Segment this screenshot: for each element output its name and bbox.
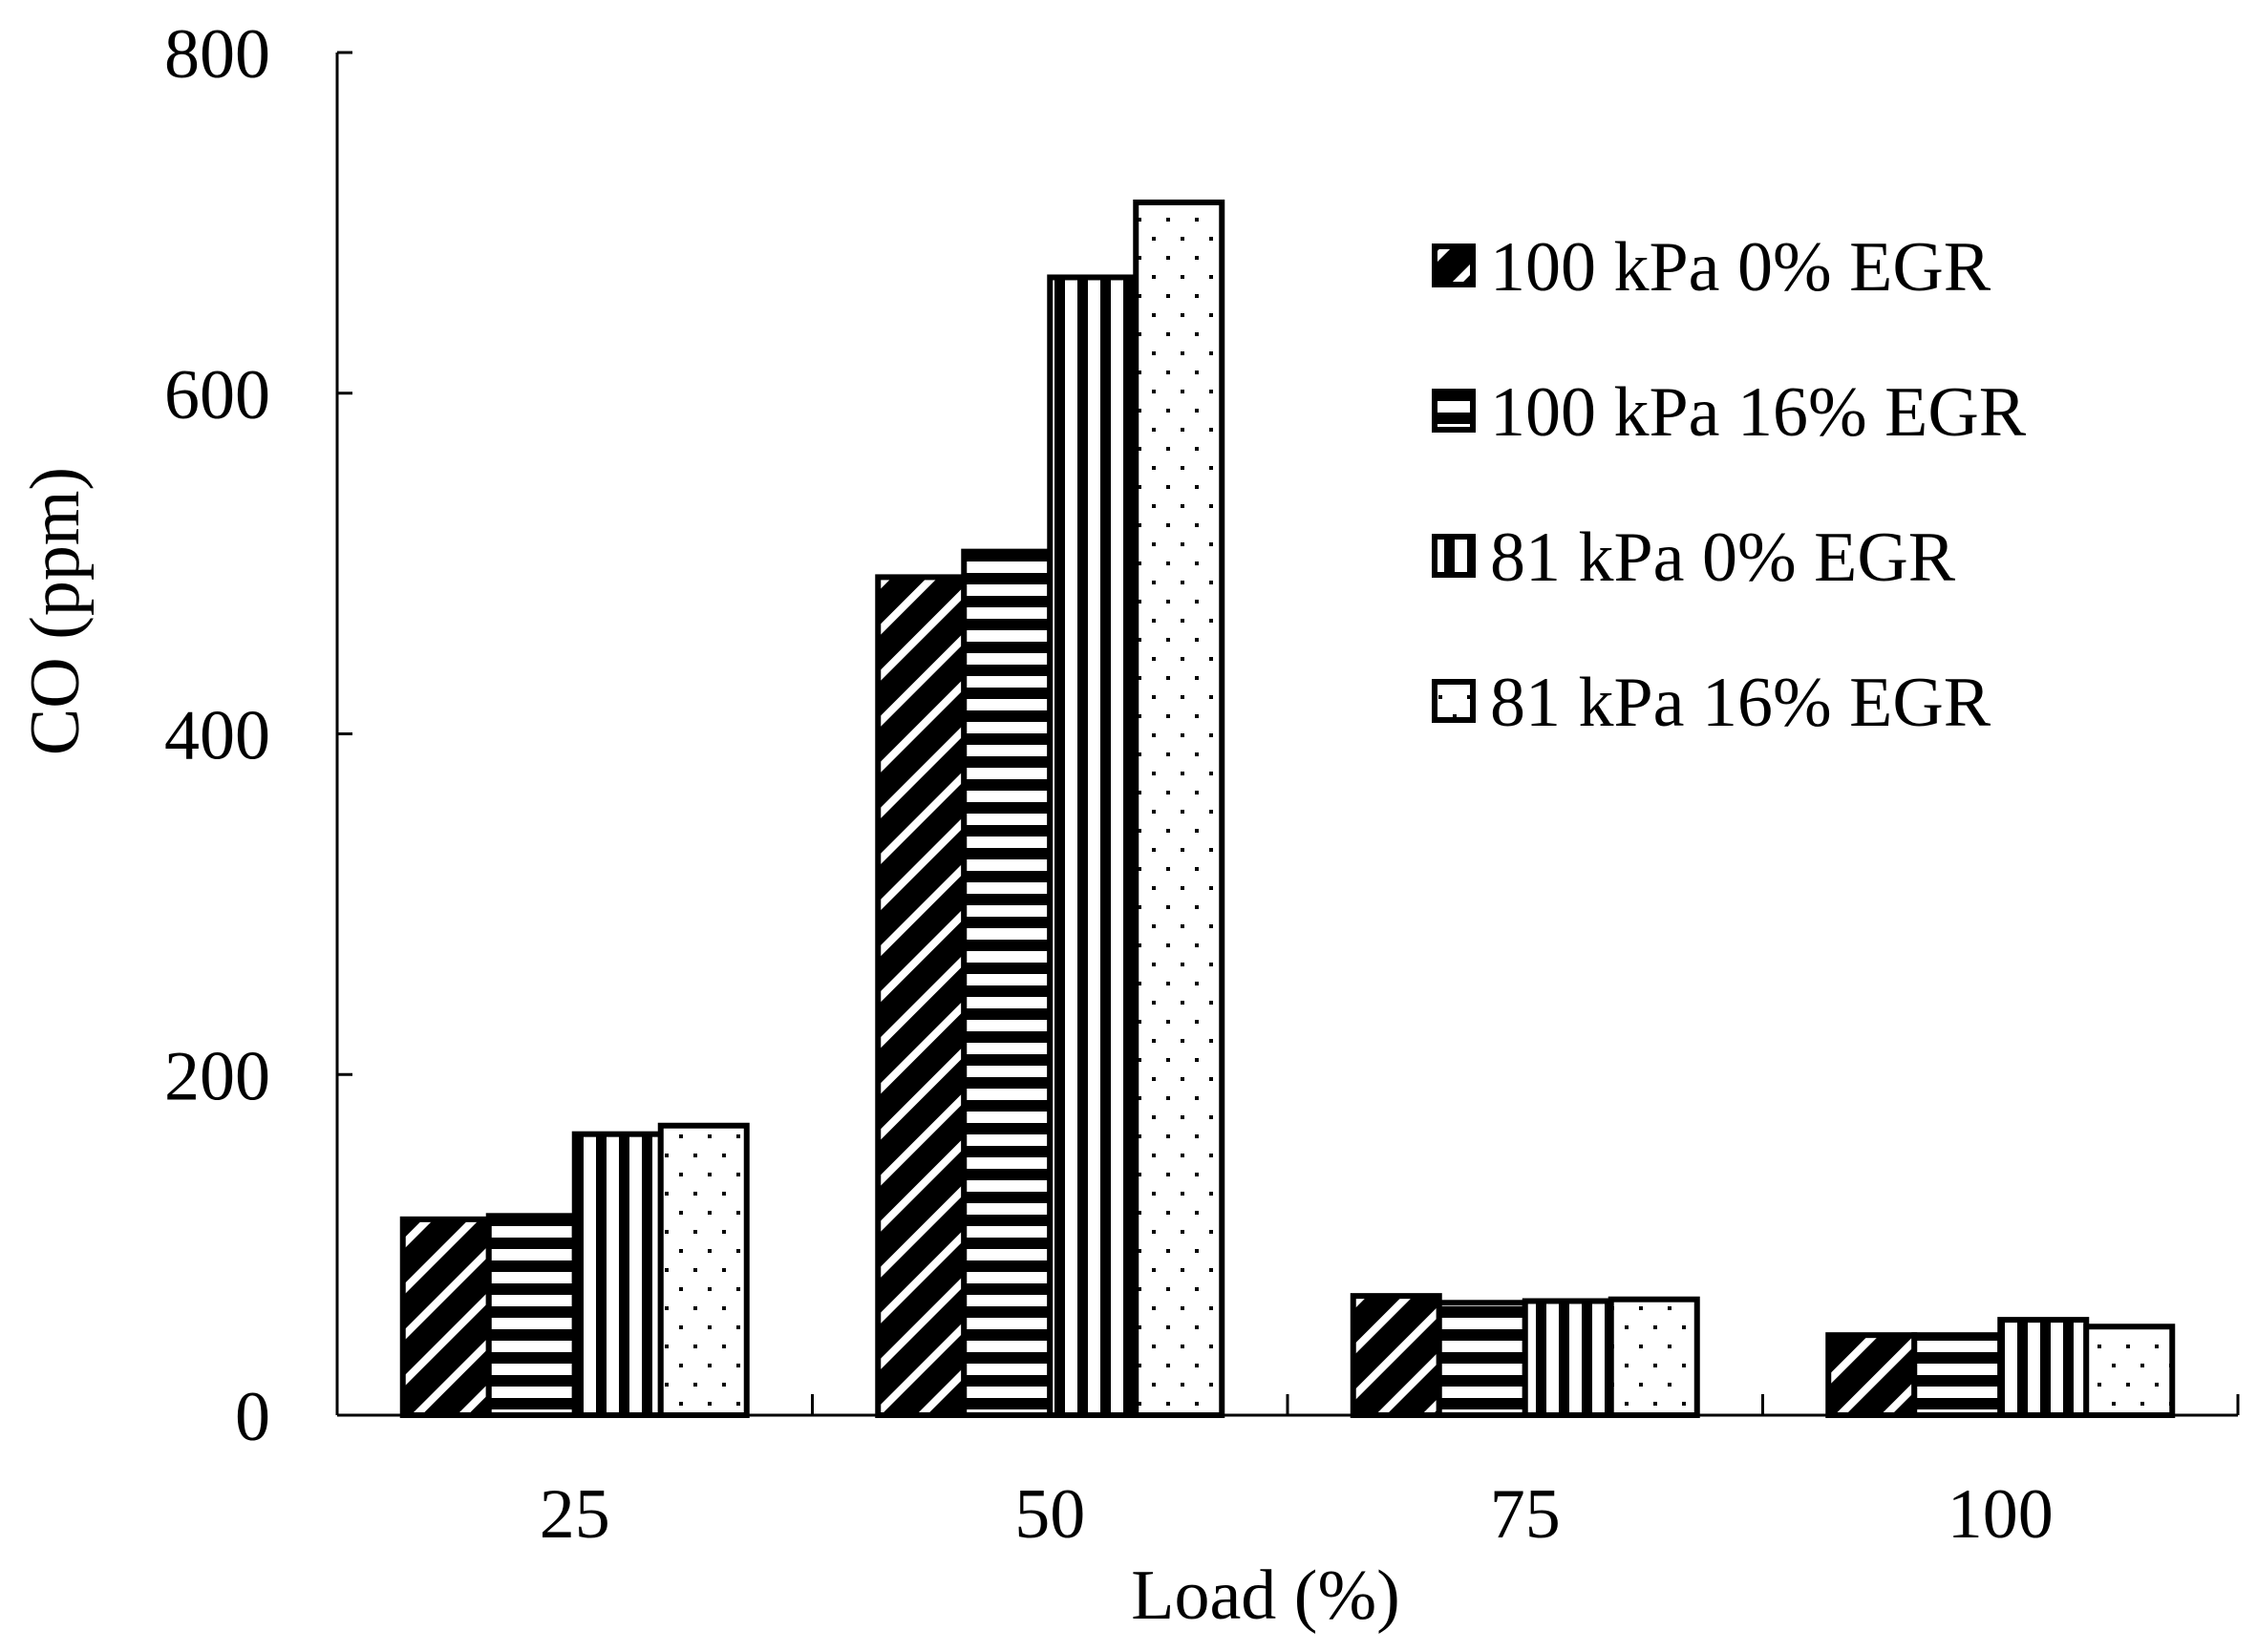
legend-swatch-dots — [1432, 679, 1476, 723]
legend-swatch-horizontal — [1432, 389, 1476, 433]
legend-label: 81 kPa 0% EGR — [1490, 519, 1956, 597]
legend-swatch-diagonal — [1432, 244, 1476, 287]
x-tick-label: 50 — [1014, 1475, 1085, 1554]
bar-diagonal-100 — [1825, 1332, 1918, 1418]
x-tick-label: 25 — [540, 1475, 610, 1554]
bar-dots-50 — [1133, 199, 1225, 1419]
legend: 100 kPa 0% EGR 100 kPa 16% EGR 81 kPa 0% E… — [1432, 228, 2027, 742]
legend-swatch-vertical — [1432, 534, 1476, 578]
x-tick-label: 75 — [1490, 1475, 1561, 1554]
y-axis-title: CO (ppm) — [16, 467, 95, 755]
legend-label: 81 kPa 16% EGR — [1490, 664, 1991, 742]
bar-diagonal-75 — [1350, 1293, 1442, 1418]
bar-horizontal-75 — [1436, 1300, 1528, 1418]
bar-horizontal-25 — [485, 1213, 578, 1419]
x-axis-title: Load (%) — [1131, 1557, 1399, 1635]
bar-vertical-100 — [1997, 1317, 2090, 1418]
bar-horizontal-100 — [1911, 1332, 2004, 1418]
bar-diagonal-25 — [399, 1216, 492, 1419]
y-tick-label: 600 — [164, 356, 270, 434]
y-tick-label: 400 — [164, 697, 270, 775]
bar-vertical-50 — [1047, 274, 1139, 1419]
y-tick-label: 800 — [164, 15, 270, 94]
bar-horizontal-50 — [961, 548, 1054, 1418]
y-tick-label: 0 — [235, 1378, 270, 1456]
bar-vertical-25 — [571, 1131, 664, 1419]
bar-diagonal-50 — [875, 574, 968, 1418]
x-tick-label: 100 — [1948, 1475, 2054, 1554]
y-tick-label: 200 — [164, 1037, 270, 1115]
bar-vertical-75 — [1522, 1298, 1614, 1419]
bar-dots-100 — [2083, 1324, 2176, 1418]
bar-dots-25 — [657, 1122, 750, 1418]
legend-label: 100 kPa 0% EGR — [1490, 228, 1991, 307]
labels-layer: 0 200 400 600 800 25 50 75 100 Load (%) CO (ppm) — [16, 15, 2054, 1635]
legend-label: 100 kPa 16% EGR — [1490, 373, 2027, 452]
bars-layer — [399, 199, 2176, 1419]
bar-dots-75 — [1608, 1296, 1700, 1418]
